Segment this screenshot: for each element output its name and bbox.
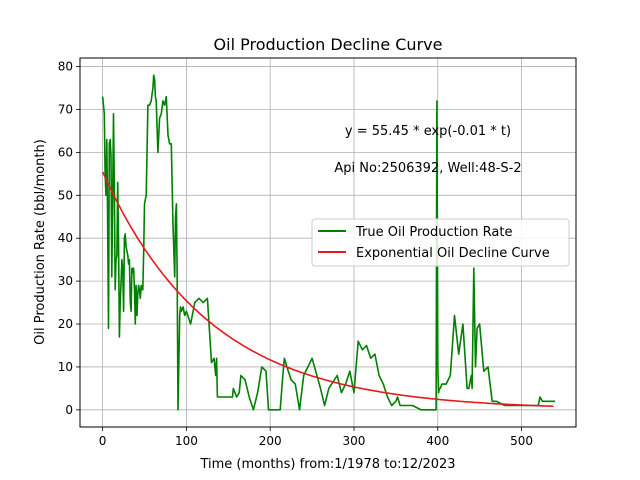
y-tick-label: 20	[58, 317, 73, 331]
y-axis-ticks: 0 10 20 30 40 50 60 70 80	[58, 60, 80, 417]
x-tick-label: 300	[343, 434, 366, 448]
series-line-true-rate	[101, 74, 556, 411]
series-line-exponential-fit	[101, 171, 554, 408]
y-tick-label: 10	[58, 360, 73, 374]
y-tick-label: 50	[58, 188, 73, 202]
legend-box	[311, 218, 570, 267]
x-tick-label: 0	[99, 434, 107, 448]
chart-title: Oil Production Decline Curve	[214, 35, 443, 54]
legend: True Oil Production Rate Exponential Oil…	[311, 218, 570, 267]
y-tick-label: 0	[65, 403, 73, 417]
y-tick-label: 70	[58, 102, 73, 116]
x-axis-label: Time (months) from:1/1978 to:12/2023	[199, 457, 455, 472]
plot-frame	[79, 57, 577, 428]
well-annotation: Api No:2506392, Well:48-S-2	[334, 161, 521, 176]
x-tick-label: 100	[175, 434, 198, 448]
x-axis-ticks: 0 100 200 300 400 500	[99, 427, 533, 448]
series-layer	[101, 74, 556, 411]
y-axis-label: Oil Production Rate (bbl/month)	[33, 139, 48, 345]
y-tick-label: 30	[58, 274, 73, 288]
x-tick-label: 200	[259, 434, 282, 448]
x-tick-label: 400	[426, 434, 449, 448]
legend-label-exponential-fit: Exponential Oil Decline Curve	[356, 246, 550, 261]
legend-label-true-rate: True Oil Production Rate	[355, 225, 512, 240]
y-tick-label: 80	[58, 60, 73, 74]
y-tick-label: 60	[58, 145, 73, 159]
equation-annotation: y = 55.45 * exp(-0.01 * t)	[345, 124, 511, 139]
x-tick-label: 500	[510, 434, 533, 448]
y-tick-label: 40	[58, 231, 73, 245]
